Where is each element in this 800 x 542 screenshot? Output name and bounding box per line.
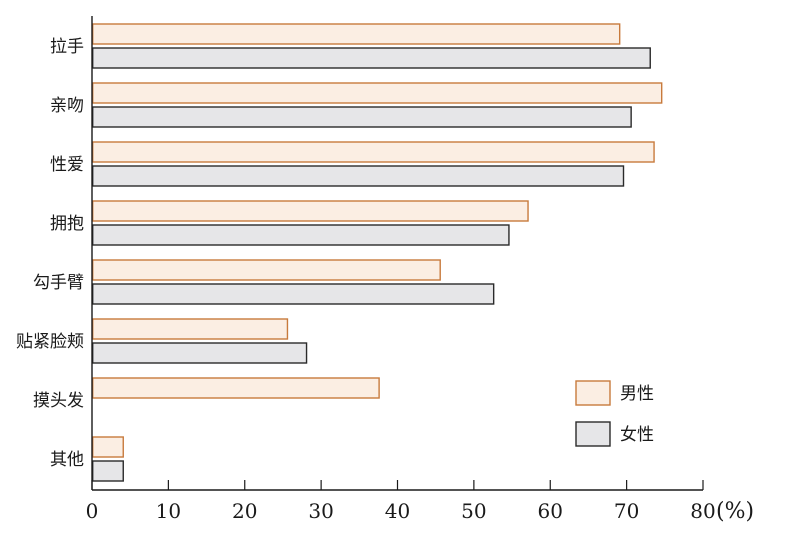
legend-swatch-male (575, 380, 611, 406)
bar-female-7 (91, 460, 124, 482)
legend-label-female: 女性 (620, 425, 654, 445)
category-label: 拥抱 (50, 214, 84, 234)
bar-male-0 (91, 23, 621, 45)
x-tick-label: 50 (461, 499, 486, 523)
bar-female-4 (91, 283, 495, 305)
bars-layer (91, 23, 663, 482)
x-tick-label: 80 (690, 499, 715, 523)
x-tick-label: 60 (538, 499, 563, 523)
category-label: 贴紧脸颊 (16, 332, 84, 352)
legend-swatch-female (575, 421, 611, 447)
x-axis-unit: (%) (716, 499, 754, 524)
category-label: 亲吻 (50, 96, 84, 116)
category-label: 摸头发 (33, 391, 84, 411)
category-label: 其他 (50, 450, 84, 470)
x-tick-label: 40 (385, 499, 410, 523)
legend-label-male: 男性 (620, 384, 654, 404)
bar-female-5 (91, 342, 308, 364)
x-tick-label: 10 (156, 499, 181, 523)
x-axis-ticks: 0 10 20 30 40 50 60 70 80 (86, 480, 716, 523)
category-label: 性爱 (50, 155, 84, 175)
bar-male-7 (91, 436, 124, 458)
bar-female-1 (91, 106, 632, 128)
category-label: 拉手 (50, 37, 84, 57)
x-tick-label: 20 (232, 499, 257, 523)
x-tick-label: 30 (308, 499, 333, 523)
x-tick-label: 0 (86, 499, 99, 523)
x-tick-label: 70 (614, 499, 639, 523)
bar-male-4 (91, 259, 441, 281)
bar-male-6 (91, 377, 380, 399)
bar-male-1 (91, 82, 663, 104)
bar-male-3 (91, 200, 529, 222)
bar-female-0 (91, 47, 651, 69)
category-label: 勾手臂 (33, 273, 84, 293)
bar-male-5 (91, 318, 289, 340)
bar-female-3 (91, 224, 510, 246)
bar-male-2 (91, 141, 655, 163)
bar-female-2 (91, 165, 625, 187)
